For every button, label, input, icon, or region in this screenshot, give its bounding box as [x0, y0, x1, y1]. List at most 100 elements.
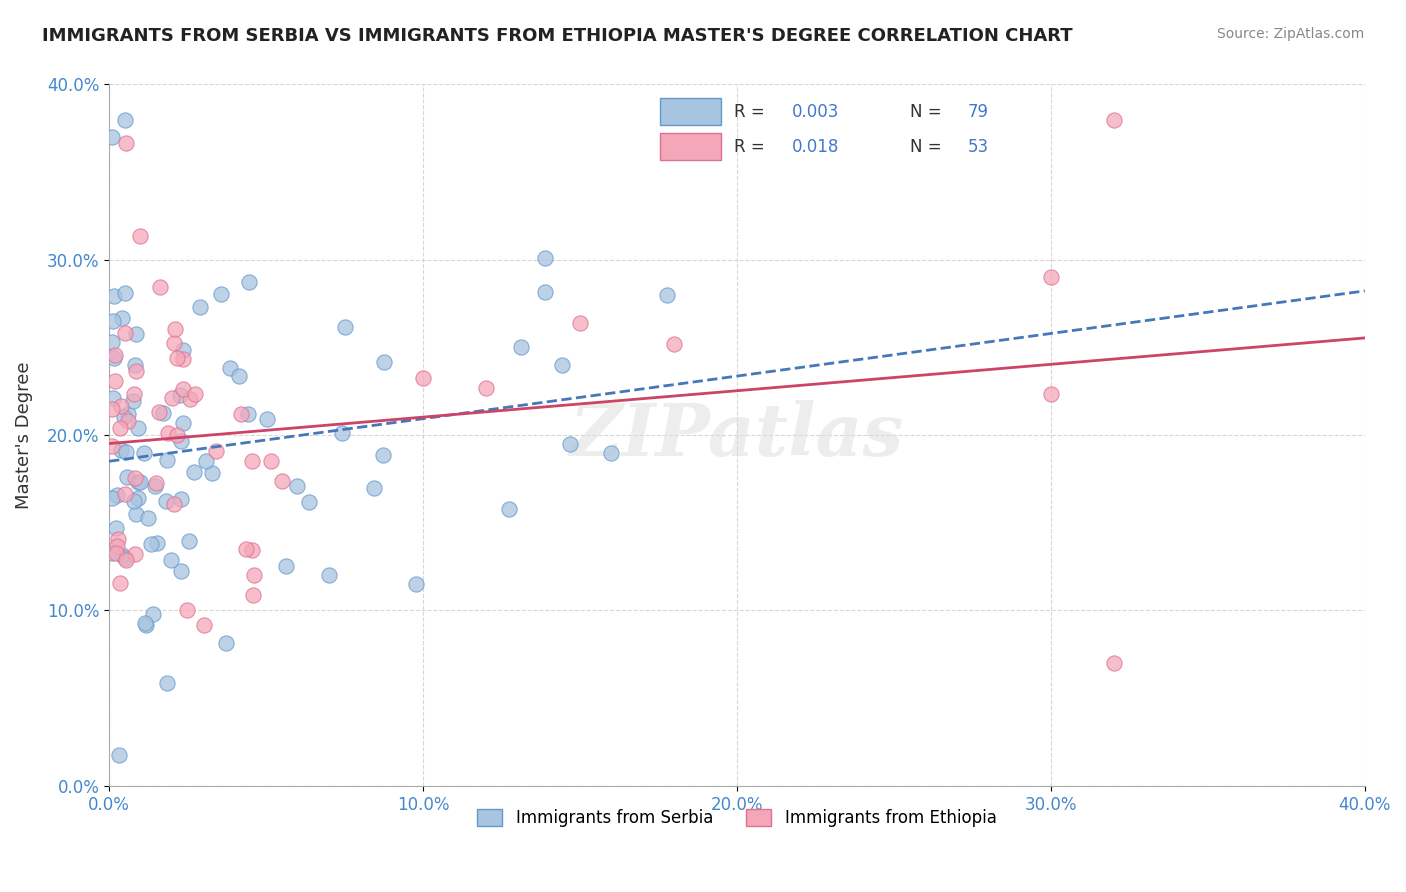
Point: [373, 355, 395, 369]
Point: [215, 636, 238, 650]
Point: [104, 546, 127, 560]
Point: [298, 495, 321, 509]
Point: [121, 394, 143, 409]
Point: [124, 358, 146, 372]
Point: [115, 552, 138, 566]
Point: [165, 322, 187, 336]
Point: [110, 399, 132, 413]
Point: [569, 316, 592, 330]
Point: [655, 288, 678, 302]
Point: [1039, 270, 1062, 285]
Point: [160, 391, 183, 405]
Point: [103, 289, 125, 303]
Point: [127, 475, 149, 489]
Point: [105, 521, 128, 535]
Point: [534, 285, 557, 300]
Point: [155, 494, 177, 508]
Point: [101, 439, 124, 453]
Point: [274, 558, 297, 573]
Point: [166, 351, 188, 366]
Point: [188, 301, 211, 315]
Point: [194, 454, 217, 468]
Point: [363, 481, 385, 495]
Point: [108, 575, 131, 590]
Point: [114, 550, 136, 565]
Point: [141, 537, 163, 551]
Point: [115, 470, 138, 484]
Point: [204, 444, 226, 458]
Point: [218, 360, 240, 375]
Point: [111, 311, 134, 326]
Point: [498, 501, 520, 516]
Point: [166, 428, 188, 442]
Point: [127, 421, 149, 435]
Point: [229, 407, 252, 421]
Point: [156, 452, 179, 467]
Text: Source: ZipAtlas.com: Source: ZipAtlas.com: [1216, 27, 1364, 41]
Point: [101, 130, 124, 145]
Point: [172, 343, 194, 357]
Point: [108, 421, 131, 435]
Point: [179, 392, 201, 406]
Point: [405, 576, 427, 591]
Point: [160, 553, 183, 567]
Point: [125, 364, 148, 378]
Point: [558, 437, 581, 451]
Point: [156, 676, 179, 690]
Point: [510, 341, 533, 355]
Point: [183, 465, 205, 479]
Point: [108, 748, 131, 763]
Point: [104, 348, 127, 362]
Point: [135, 617, 157, 632]
Point: [101, 313, 124, 327]
Point: [114, 112, 136, 127]
Point: [332, 425, 354, 440]
Point: [169, 388, 191, 402]
Point: [124, 547, 146, 561]
Point: [534, 251, 557, 265]
Point: [148, 405, 170, 419]
Point: [1039, 387, 1062, 401]
Point: [142, 607, 165, 622]
Point: [373, 448, 395, 462]
Point: [103, 351, 125, 365]
Point: [115, 445, 138, 459]
Point: [129, 475, 152, 490]
Point: [256, 412, 278, 426]
Point: [111, 548, 134, 562]
Point: [170, 564, 193, 578]
Point: [127, 491, 149, 505]
Point: [170, 492, 193, 507]
Point: [149, 280, 172, 294]
Point: [101, 401, 124, 416]
Point: [125, 507, 148, 521]
Point: [156, 425, 179, 440]
Point: [662, 337, 685, 351]
Point: [105, 487, 128, 501]
Point: [1102, 112, 1125, 127]
Point: [177, 534, 200, 549]
Point: [475, 381, 498, 395]
Point: [238, 275, 260, 289]
Point: [122, 493, 145, 508]
Point: [172, 351, 194, 366]
Point: [122, 387, 145, 401]
Point: [1102, 656, 1125, 670]
Point: [143, 479, 166, 493]
Point: [101, 391, 124, 405]
Point: [163, 335, 186, 350]
Point: [318, 567, 340, 582]
Legend: Immigrants from Serbia, Immigrants from Ethiopia: Immigrants from Serbia, Immigrants from …: [471, 802, 1004, 833]
Point: [107, 532, 129, 546]
Y-axis label: Master's Degree: Master's Degree: [15, 361, 32, 508]
Point: [235, 542, 257, 557]
Point: [117, 407, 139, 421]
Point: [271, 474, 294, 488]
Point: [242, 588, 264, 602]
Point: [551, 358, 574, 372]
Point: [335, 320, 357, 334]
Point: [114, 285, 136, 300]
Point: [193, 618, 215, 632]
Point: [152, 406, 174, 420]
Point: [128, 229, 150, 244]
